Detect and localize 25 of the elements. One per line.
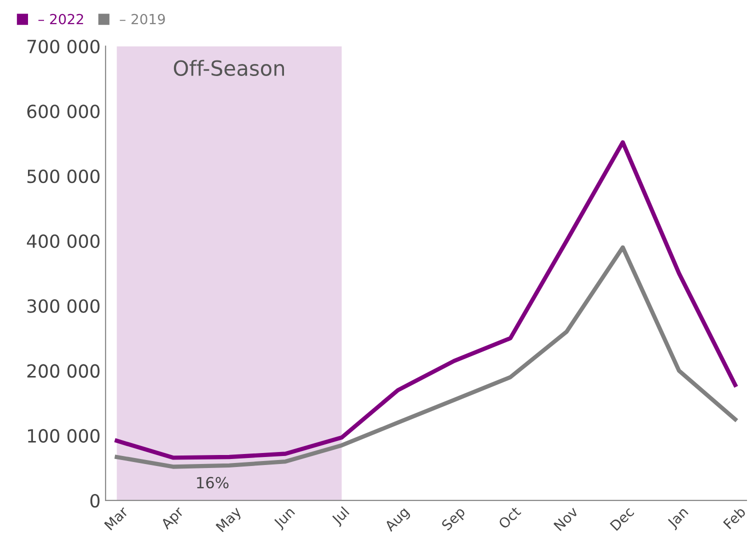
x-tick-label: Sep [440,506,468,533]
line-series [114,140,738,460]
x-tick-label: Oct [498,506,522,530]
y-tick-label: 500 000 [27,169,100,184]
x-tick-label: Jul [330,506,352,528]
legend-label: – 2022 [38,14,84,24]
x-tick-label: Apr [160,506,186,532]
x-tick-label: Feb [722,506,746,530]
y-tick-label: 600 000 [27,104,100,118]
y-tick-label: 100 000 [28,429,100,443]
x-tick-label: Jan [666,506,690,530]
x-tick-label: Mar [104,506,129,531]
annotation: 16% [197,476,229,488]
y-tick-label: 300 000 [27,299,100,313]
band-label: Off-Season [174,60,284,76]
x-tick-label: Dec [610,506,635,531]
x-tick-label: Nov [553,506,579,532]
y-tick-label: 700 000 [28,40,100,54]
legend-label: – 2019 [120,14,165,24]
y-tick-label: 400 000 [26,234,100,248]
y-tick-label: 200 000 [27,364,100,378]
x-tick-label: Aug [384,506,412,534]
x-tick-label: Jun [272,506,297,531]
line-series [114,245,738,469]
y-tick-label: 0 [90,494,100,508]
